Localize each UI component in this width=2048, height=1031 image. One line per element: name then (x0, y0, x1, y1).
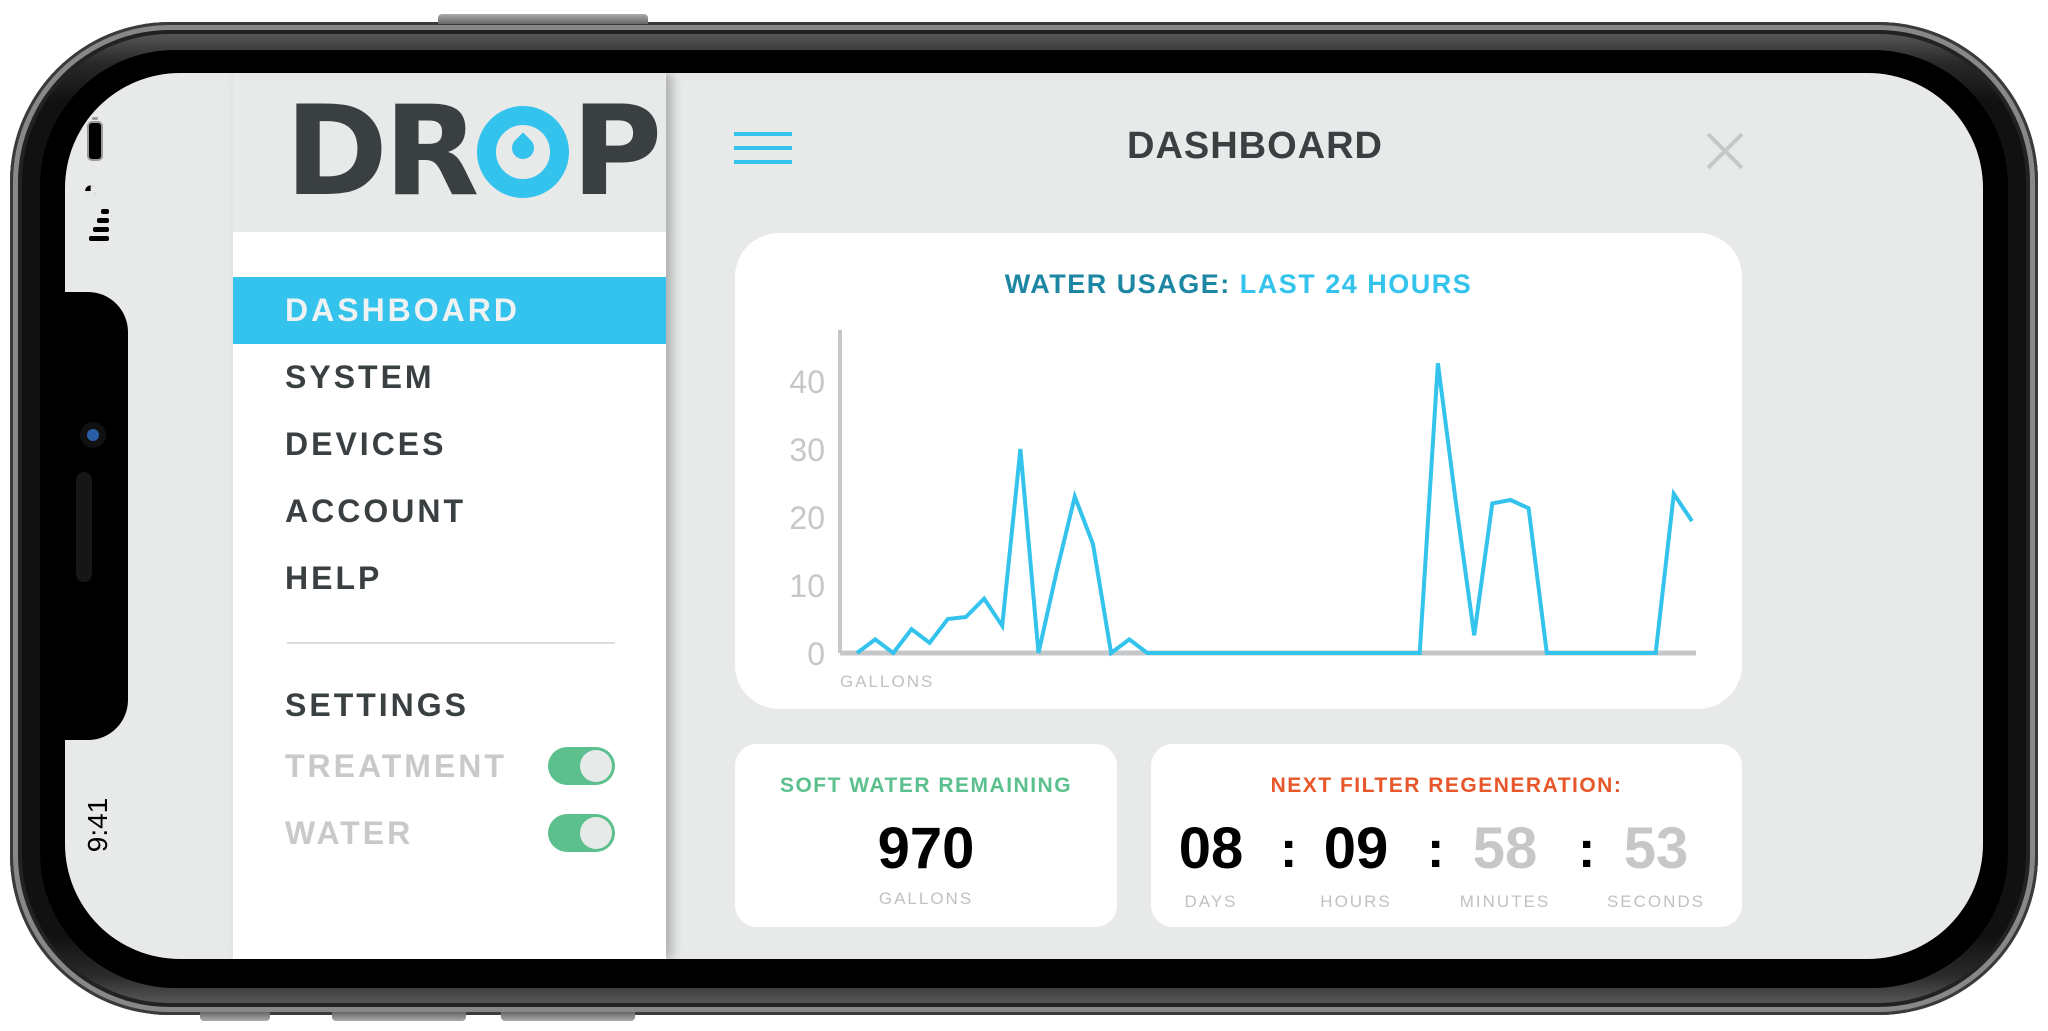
soft-water-card: SOFT WATER REMAINING 970 GALLONS (735, 744, 1117, 927)
battery-icon (87, 117, 103, 161)
logo-area: DR P (233, 73, 666, 232)
status-bar: ◔ 9:41 (73, 73, 117, 959)
hours-label: HOURS (1320, 892, 1392, 911)
front-camera (80, 422, 106, 448)
minutes-label: MINUTES (1459, 892, 1551, 911)
y-axis-label: GALLONS (840, 672, 934, 691)
phone-volume-down-button (501, 1012, 635, 1021)
earpiece-speaker (76, 472, 92, 582)
chart-title-range: LAST 24 HOURS (1239, 269, 1473, 299)
setting-label: WATER (285, 814, 414, 851)
device-notch (65, 292, 128, 740)
logo-text: DR (285, 79, 479, 224)
sidebar-nav: DASHBOARD SYSTEM DEVICES ACCOUNT HELP (233, 277, 666, 612)
water-usage-card: WATER USAGE: LAST 24 HOURS 0 10 20 30 40 GALL… (735, 233, 1742, 709)
close-icon[interactable] (1705, 131, 1745, 171)
settings-heading: SETTINGS (285, 687, 470, 723)
y-tick-label: 40 (789, 364, 825, 400)
water-usage-line-chart: 0 10 20 30 40 GALLONS (789, 330, 1696, 691)
app-screen: ◔ 9:41 DR P DASHBOARD SYSTEM DEVICES ACC… (65, 73, 1983, 959)
wifi-icon: ◔ (73, 183, 104, 199)
sidebar-item-help[interactable]: HELP (285, 560, 383, 596)
usage-line (855, 363, 1694, 657)
countdown-separator: : (1578, 821, 1596, 879)
days-label: DAYS (1184, 892, 1238, 911)
drop-logo: DR P (285, 90, 662, 214)
setting-water: WATER (285, 813, 615, 853)
logo-text: P (571, 79, 662, 224)
setting-treatment: TREATMENT (285, 746, 615, 786)
sidebar-item-devices[interactable]: DEVICES (285, 426, 447, 462)
chart-title: WATER USAGE: LAST 24 HOURS (735, 269, 1742, 300)
regeneration-card: NEXT FILTER REGENERATION: 08 DAYS : 09 H… (1151, 744, 1742, 927)
y-tick-label: 0 (807, 636, 825, 672)
countdown-separator: : (1280, 821, 1298, 879)
seconds-label: SECONDS (1606, 892, 1706, 911)
y-tick-label: 30 (789, 432, 825, 468)
setting-label: TREATMENT (285, 747, 507, 784)
countdown-separator: : (1427, 821, 1445, 879)
minutes-value: 58 (1472, 816, 1538, 881)
hamburger-menu-icon[interactable] (734, 132, 792, 166)
phone-side-button (438, 14, 648, 24)
countdown-seconds: 53 SECONDS (1601, 820, 1711, 912)
soft-water-value: 970 (877, 816, 975, 881)
seconds-value: 53 (1623, 816, 1689, 881)
soft-water-title: SOFT WATER REMAINING (779, 774, 1073, 797)
status-time: 9:41 (82, 797, 113, 853)
countdown-hours: 09 HOURS (1301, 820, 1411, 912)
sidebar-item-account[interactable]: ACCOUNT (285, 493, 466, 529)
regeneration-title: NEXT FILTER REGENERATION: (1270, 774, 1623, 797)
y-tick-label: 20 (789, 500, 825, 536)
water-drop-icon (477, 105, 570, 198)
countdown-days: 08 DAYS (1156, 820, 1266, 912)
countdown-minutes: 58 MINUTES (1450, 820, 1560, 912)
sidebar-item-system[interactable]: SYSTEM (285, 359, 435, 395)
sidebar-divider (287, 642, 615, 644)
cellular-signal-icon (85, 209, 109, 245)
y-tick-label: 10 (789, 568, 825, 604)
page-title: DASHBOARD (1127, 125, 1383, 167)
chart-title-label: WATER USAGE: (1004, 269, 1231, 299)
treatment-toggle[interactable] (548, 747, 615, 785)
phone-mute-switch (200, 1012, 270, 1021)
hours-value: 09 (1323, 816, 1389, 881)
soft-water-unit: GALLONS (878, 889, 974, 908)
phone-volume-up-button (332, 1012, 466, 1021)
sidebar-item-dashboard[interactable]: DASHBOARD (233, 277, 666, 344)
sidebar: DR P DASHBOARD SYSTEM DEVICES ACCOUNT HE… (233, 73, 666, 959)
days-value: 08 (1178, 816, 1244, 881)
water-toggle[interactable] (548, 814, 615, 852)
